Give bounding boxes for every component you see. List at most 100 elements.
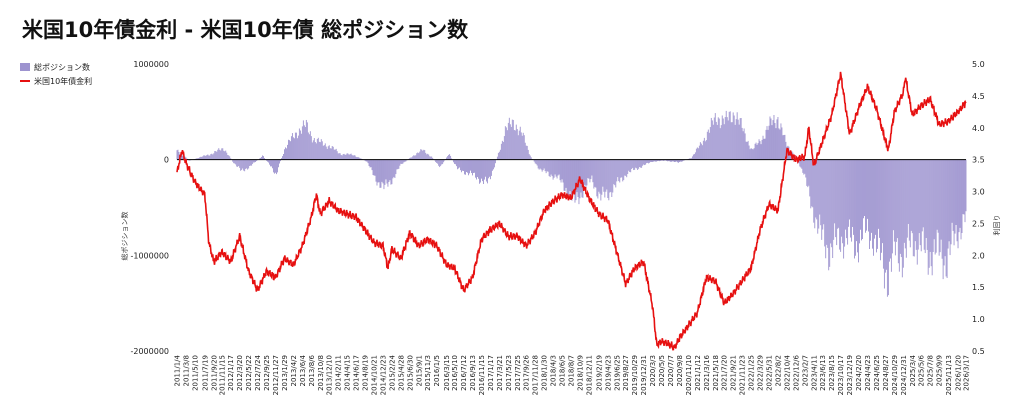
x-tick-label: 2021/1/12 (694, 355, 702, 391)
x-tick-label: 2022/5/31 (766, 355, 774, 391)
yield-line (176, 71, 967, 352)
right-tick-label: 2.5 (972, 219, 985, 228)
x-tick-label: 2018/8/7 (568, 355, 576, 386)
x-tick-label: 2023/2/7 (801, 355, 809, 386)
x-tick-label: 2016/5/10 (451, 355, 459, 391)
x-tick-label: 2013/10/8 (317, 355, 325, 391)
x-tick-label: 2012/9/25 (263, 355, 271, 391)
x-tick-label: 2021/11/23 (739, 355, 747, 395)
legend-entry-positions: 総ポジション数 (20, 60, 92, 74)
right-tick-label: 3.0 (972, 188, 985, 197)
chart-title: 米国10年債金利 - 米国10年債 総ポジション数 (22, 18, 469, 42)
x-tick-label: 2014/4/15 (344, 355, 352, 391)
right-axis-ticks: 5.0 4.5 4.0 3.5 3.0 2.5 2.0 1.5 1.0 0.5 (972, 60, 985, 356)
x-tick-label: 2025/3/4 (909, 354, 917, 386)
x-tick-label: 2011/1/4 (174, 354, 182, 386)
x-tick-label: 2017/7/25 (514, 355, 522, 391)
x-tick-label: 2024/4/23 (864, 355, 872, 391)
x-tick-label: 2024/8/27 (882, 355, 890, 391)
x-tick-label: 2013/6/4 (299, 354, 307, 386)
x-tick-label: 2015/6/30 (406, 355, 414, 391)
right-tick-label: 2.0 (972, 251, 985, 260)
x-tick-label: 2022/1/25 (748, 355, 756, 391)
x-tick-label: 2023/6/13 (819, 355, 827, 391)
x-tick-label: 2016/3/15 (443, 355, 451, 391)
x-tick-label: 2015/4/28 (397, 355, 405, 391)
x-tick-label: 2011/3/8 (183, 355, 191, 386)
left-tick-label: -1000000 (130, 251, 169, 260)
x-tick-label: 2011/11/15 (218, 355, 226, 395)
x-tick-label: 2020/7/7 (667, 355, 675, 386)
right-tick-label: 0.5 (972, 347, 985, 356)
legend-entry-yield: 米国10年債金利 (20, 74, 92, 88)
x-tick-label: 2017/9/26 (523, 354, 531, 390)
left-axis-ticks: 1000000 0 -1000000 -2000000 (130, 60, 169, 356)
x-tick-label: 2022/3/29 (757, 355, 765, 391)
x-tick-label: 2014/12/23 (380, 355, 388, 395)
x-tick-label: 2018/6/5 (559, 355, 567, 386)
x-axis-ticks: 2011/1/4 2011/3/8 2011/5/10 2011/7/19 2011/9… (174, 354, 971, 395)
x-tick-label: 2022/12/6 (792, 354, 800, 390)
x-tick-label: 2014/2/11 (335, 355, 343, 391)
x-tick-label: 2016/9/13 (469, 355, 477, 391)
x-tick-label: 2024/10/29 (891, 355, 899, 395)
x-tick-label: 2024/2/20 (855, 355, 863, 391)
legend-swatch-bar (20, 63, 30, 71)
position-bars (176, 110, 967, 297)
left-axis-title: 総ポジション数 (120, 212, 129, 261)
x-tick-label: 2023/12/19 (846, 355, 854, 395)
x-tick-label: 2011/5/10 (191, 355, 199, 391)
left-tick-label: 0 (164, 156, 169, 165)
x-tick-label: 2013/12/10 (326, 355, 334, 395)
x-tick-label: 2014/6/17 (353, 355, 361, 391)
x-tick-label: 2026/1/20 (955, 355, 963, 391)
right-axis-title: 利回り (992, 215, 1001, 236)
x-tick-label: 2019/10/29 (631, 355, 639, 395)
x-tick-label: 2023/4/11 (810, 355, 818, 391)
x-tick-label: 2012/1/17 (227, 355, 235, 391)
x-tick-label: 2019/2/19 (595, 355, 603, 391)
x-tick-label: 2018/1/30 (541, 355, 549, 391)
x-tick-label: 2022/8/2 (775, 355, 783, 386)
x-tick-label: 2020/9/8 (676, 355, 684, 386)
x-tick-label: 2021/7/20 (721, 355, 729, 391)
right-tick-label: 4.5 (972, 92, 985, 101)
x-tick-label: 2017/1/17 (487, 355, 495, 391)
x-tick-label: 2023/10/17 (837, 355, 845, 395)
x-tick-label: 2014/8/19 (362, 355, 370, 391)
x-tick-label: 2016/11/15 (478, 355, 486, 395)
x-tick-label: 2012/5/22 (245, 355, 253, 391)
legend-label-yield: 米国10年債金利 (34, 76, 93, 86)
x-tick-label: 2021/3/16 (703, 354, 711, 390)
x-tick-label: 2025/5/6 (918, 354, 926, 386)
x-tick-label: 2025/11/13 (945, 355, 953, 395)
x-tick-label: 2024/6/25 (873, 355, 881, 391)
x-tick-label: 2024/12/31 (900, 355, 908, 395)
x-tick-label: 2011/9/20 (210, 355, 218, 391)
right-tick-label: 4.0 (972, 124, 985, 133)
x-tick-label: 2022/10/4 (783, 354, 791, 390)
x-tick-label: 2015/9/1 (415, 355, 423, 386)
x-tick-label: 2013/8/6 (308, 354, 316, 386)
left-tick-label: -2000000 (130, 347, 169, 356)
x-tick-label: 2016/7/12 (460, 355, 468, 391)
x-tick-label: 2018/12/11 (585, 355, 593, 395)
x-tick-label: 2017/5/23 (505, 355, 513, 391)
x-tick-label: 2013/1/29 (281, 355, 289, 391)
x-tick-label: 2020/3/3 (649, 355, 657, 386)
legend-label-positions: 総ポジション数 (34, 62, 90, 72)
x-tick-label: 2021/9/21 (730, 355, 738, 391)
x-tick-label: 2015/11/3 (424, 355, 432, 391)
x-tick-label: 2019/6/25 (613, 355, 621, 391)
x-tick-label: 2023/8/15 (828, 355, 836, 391)
x-tick-label: 2014/10/21 (371, 355, 379, 395)
x-tick-label: 2011/7/19 (201, 355, 209, 391)
x-tick-label: 2015/2/24 (388, 354, 396, 390)
right-tick-label: 1.0 (972, 315, 985, 324)
x-tick-label: 2012/11/27 (272, 355, 280, 395)
left-tick-label: 1000000 (133, 60, 169, 69)
legend: 総ポジション数 米国10年債金利 (20, 60, 92, 88)
x-tick-label: 2026/3/17 (963, 355, 971, 391)
x-tick-label: 2019/12/31 (640, 355, 648, 395)
x-tick-label: 2020/5/5 (658, 355, 666, 386)
